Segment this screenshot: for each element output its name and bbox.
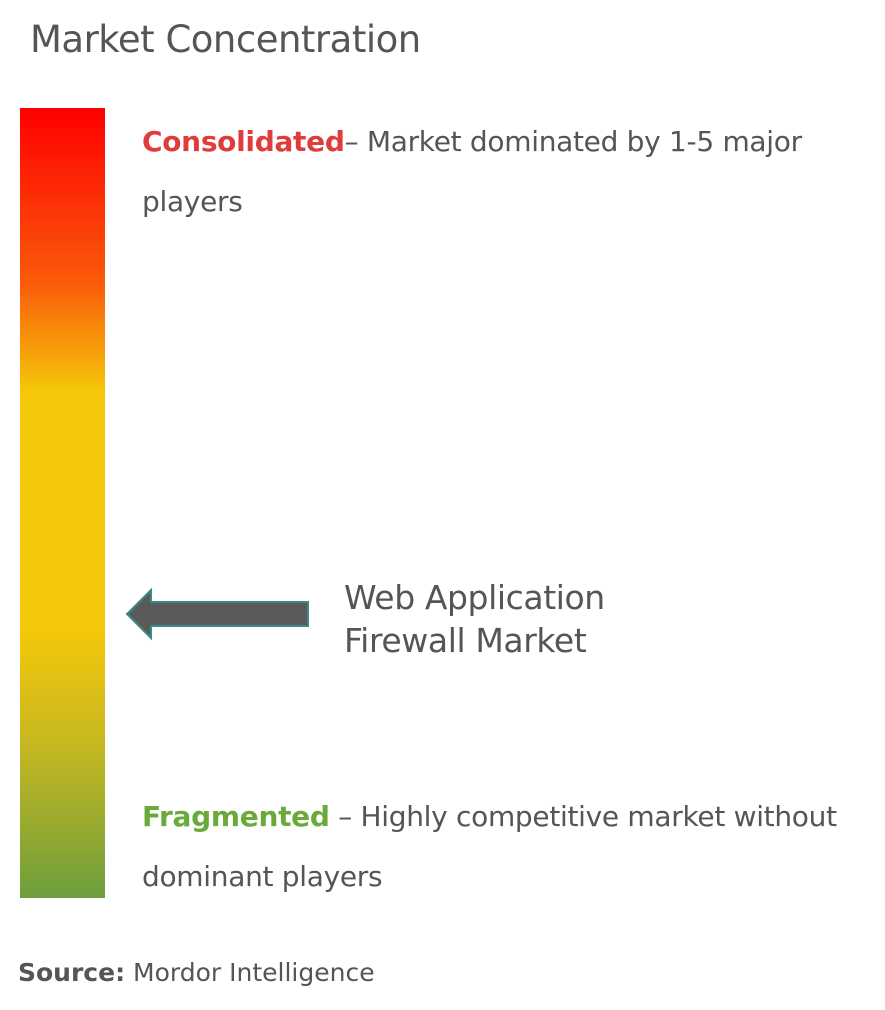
consolidated-text: – Market dominated by 1-5 major players: [142, 125, 802, 218]
consolidated-description: Consolidated– Market dominated by 1-5 ma…: [142, 112, 842, 232]
concentration-gradient-bar: [20, 108, 105, 898]
market-position-arrow-icon: [125, 587, 309, 641]
market-label-line1: Web Application: [344, 578, 605, 617]
page-title: Market Concentration: [30, 18, 421, 61]
fragmented-text: – Highly competitive market without domi…: [142, 800, 837, 893]
fragmented-description: Fragmented – Highly competitive market w…: [142, 787, 842, 907]
source-note: Source: Mordor Intelligence: [18, 958, 375, 987]
market-label: Web Application Firewall Market: [344, 576, 605, 662]
consolidated-label: Consolidated: [142, 125, 345, 158]
market-label-line2: Firewall Market: [344, 621, 587, 660]
source-label: Source:: [18, 958, 126, 987]
fragmented-label: Fragmented: [142, 800, 330, 833]
source-value: Mordor Intelligence: [125, 958, 375, 987]
